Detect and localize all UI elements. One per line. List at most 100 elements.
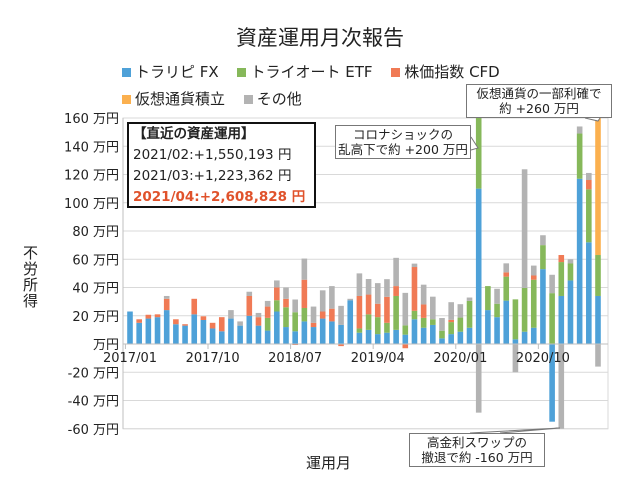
bar-segment — [439, 338, 445, 344]
bar-segment — [283, 298, 289, 308]
bar-segment — [512, 299, 519, 340]
bar-segment — [319, 311, 326, 319]
legend-item-other: その他 — [243, 88, 302, 109]
legend-row-1: トラリピ FX トライオート ETF 株価指数 CFD — [122, 61, 514, 82]
bar-segment — [576, 133, 583, 179]
y-tick-label: 40 万円 — [72, 282, 119, 297]
bar-segment — [558, 255, 565, 263]
bar-segment — [292, 299, 298, 313]
bar-segment — [485, 310, 491, 344]
bar-segment — [182, 324, 188, 326]
bar-segment — [411, 263, 418, 268]
bar-segment — [218, 317, 225, 332]
bar-segment — [145, 318, 152, 344]
bar-segment — [209, 328, 216, 344]
bar-segment — [595, 117, 601, 256]
bar-segment — [530, 279, 537, 328]
bar-segment — [540, 245, 546, 270]
bar-segment — [301, 307, 308, 322]
y-tick-label: 20 万円 — [72, 310, 119, 325]
bar-segment — [448, 322, 454, 335]
y-axis-ticks: 160 万円 140 万円 120 万円 100 万円 80 万円 60 万円 40 万円 2… — [64, 112, 119, 438]
y-tick-label: -20 万円 — [68, 366, 119, 381]
bar-segment — [255, 317, 262, 326]
legend-item-cfd: 株価指数 CFD — [391, 61, 500, 82]
bar-segment — [576, 178, 583, 344]
bar-segment — [356, 332, 363, 344]
legend-item-fx: トラリピ FX — [122, 61, 219, 82]
bar-segment — [457, 304, 464, 318]
callout-line: 仮想通貨の一部利確で — [476, 86, 602, 101]
bar-segment — [549, 293, 555, 344]
bar-segment — [237, 321, 243, 326]
bar-segment — [255, 325, 262, 344]
bar-segment — [283, 307, 289, 328]
bars — [127, 117, 601, 429]
bar-segment — [301, 321, 308, 344]
bar-segment — [475, 344, 482, 413]
y-tick-label: 60 万円 — [72, 253, 119, 268]
bar-segment — [274, 300, 280, 312]
callout-crypto: 仮想通貨の一部利確で 約 +260 万円 — [466, 84, 612, 118]
infobox-heading: 【直近の資産運用】 — [133, 126, 255, 142]
bar-segment — [365, 279, 372, 295]
bar-segment — [274, 287, 280, 301]
bar-segment — [264, 330, 271, 344]
bar-segment — [439, 330, 445, 339]
bar-segment — [503, 272, 510, 277]
bar-segment — [595, 255, 601, 296]
bar-segment — [338, 324, 344, 344]
bar-segment — [191, 298, 198, 315]
x-tick-label: 2017/10 — [186, 351, 240, 366]
bar-segment — [274, 280, 280, 288]
bar-segment — [356, 295, 363, 329]
bar-segment — [246, 315, 253, 344]
bar-segment — [374, 283, 381, 304]
bar-segment — [264, 300, 271, 307]
bar-segment — [218, 331, 225, 344]
bar-segment — [420, 284, 427, 305]
bar-segment — [347, 300, 354, 344]
bar-segment — [402, 325, 409, 335]
callout-line: コロナショックの — [352, 127, 453, 142]
legend-label: トラリピ FX — [135, 63, 219, 81]
bar-segment — [466, 327, 473, 344]
bar-segment — [384, 296, 390, 323]
bar-segment — [264, 306, 271, 318]
bar-segment — [512, 339, 519, 344]
bar-segment — [136, 319, 142, 323]
bar-segment — [521, 331, 528, 344]
bar-segment — [191, 314, 198, 344]
bar-segment — [411, 310, 418, 320]
bar-segment — [310, 322, 317, 328]
bar-segment — [402, 344, 409, 349]
bar-segment — [512, 344, 519, 373]
bar-segment — [310, 306, 317, 323]
bar-segment — [365, 294, 372, 315]
legend-label: トライオート ETF — [250, 63, 373, 81]
bar-segment — [384, 322, 390, 333]
callout-line: 撤退で約 -160 万円 — [421, 450, 533, 465]
x-tick-label: 2017/01 — [103, 351, 157, 366]
bar-segment — [494, 317, 500, 344]
bar-segment — [402, 334, 409, 344]
bar-segment — [329, 286, 335, 309]
bar-segment — [457, 331, 464, 344]
bar-segment — [319, 290, 326, 312]
bar-segment — [246, 295, 253, 316]
callout-corona: コロナショックの 乱高下で約 +200 万円 — [335, 125, 471, 159]
bar-segment — [329, 308, 335, 322]
bar-segment — [237, 325, 243, 344]
bar-segment — [393, 286, 399, 296]
x-tick-label: 2018/07 — [268, 351, 322, 366]
callout-line: 約 +260 万円 — [499, 101, 579, 116]
bar-segment — [530, 265, 537, 276]
bar-segment — [430, 319, 436, 325]
bar-segment — [301, 279, 308, 308]
bar-segment — [430, 296, 436, 320]
bar-segment — [558, 295, 565, 344]
bar-segment — [540, 269, 546, 344]
bar-segment — [503, 276, 510, 301]
bar-segment — [567, 263, 574, 281]
